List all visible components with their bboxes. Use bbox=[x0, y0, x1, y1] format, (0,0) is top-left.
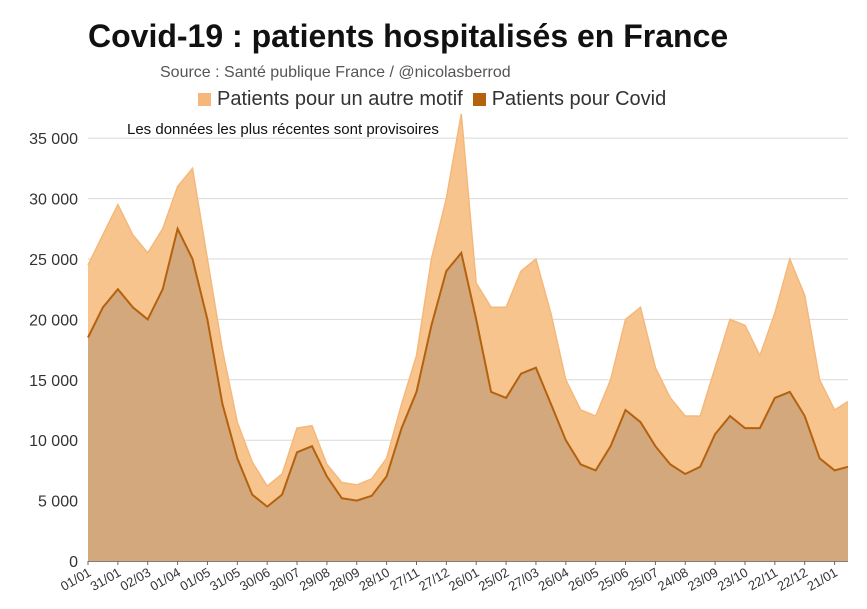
x-tick-label: 28/10 bbox=[356, 565, 392, 594]
y-tick-label: 30 000 bbox=[29, 192, 78, 209]
legend-label-autre-motif: Patients pour un autre motif bbox=[217, 88, 463, 110]
x-tick-label: 31/05 bbox=[207, 565, 243, 594]
legend-swatch-autre-motif bbox=[198, 93, 211, 106]
legend-label-covid: Patients pour Covid bbox=[491, 88, 667, 110]
y-tick-label: 25 000 bbox=[29, 252, 78, 269]
x-tick-label: 26/04 bbox=[536, 565, 572, 594]
x-tick-label: 28/09 bbox=[327, 565, 363, 594]
y-tick-label: 20 000 bbox=[29, 312, 78, 329]
legend-item-autre-motif[interactable]: Patients pour un autre motif bbox=[198, 88, 463, 111]
x-tick-label: 26/01 bbox=[446, 565, 482, 594]
line-autre-motif bbox=[87, 113, 849, 488]
x-tick-label: 27/12 bbox=[416, 565, 452, 594]
x-tick-label: 22/12 bbox=[775, 565, 811, 594]
legend-item-covid[interactable]: Patients pour Covid bbox=[472, 88, 667, 111]
x-tick-label: 24/08 bbox=[655, 565, 691, 594]
x-tick-label: 21/01 bbox=[804, 565, 840, 594]
y-tick-label: 5 000 bbox=[38, 494, 78, 511]
x-tick-label: 30/06 bbox=[237, 565, 273, 594]
chart-legend: Patients pour un autre motif Patients po… bbox=[198, 88, 666, 111]
x-tick-label: 23/09 bbox=[685, 565, 721, 594]
x-tick-label: 25/07 bbox=[625, 565, 661, 594]
x-tick-label: 30/07 bbox=[267, 565, 303, 594]
y-tick-label: 15 000 bbox=[29, 373, 78, 390]
legend-swatch-covid bbox=[472, 93, 486, 106]
x-tick-label: 02/03 bbox=[118, 565, 154, 594]
provisional-data-note: Les données les plus récentes sont provi… bbox=[127, 121, 439, 138]
x-axis-ticks: 01/0131/0102/0301/0401/0531/0530/0630/07… bbox=[58, 561, 840, 594]
x-tick-label: 25/02 bbox=[476, 565, 512, 594]
chart-title: Covid-19 : patients hospitalisés en Fran… bbox=[88, 18, 729, 54]
area-covid bbox=[88, 228, 848, 562]
y-tick-label: 0 bbox=[69, 554, 78, 571]
chart-source: Source : Santé publique France / @nicola… bbox=[160, 64, 511, 81]
x-tick-label: 26/05 bbox=[565, 565, 601, 594]
y-tick-label: 10 000 bbox=[29, 433, 78, 450]
x-tick-label: 27/11 bbox=[387, 565, 422, 594]
y-axis-ticks: 0 5 000 10 000 15 000 20 000 25 000 30 000 35 0… bbox=[29, 131, 78, 571]
chart-areas bbox=[87, 113, 849, 562]
x-tick-label: 31/01 bbox=[88, 565, 124, 594]
line-covid bbox=[87, 225, 849, 508]
y-tick-label: 35 000 bbox=[29, 131, 78, 148]
x-tick-label: 29/08 bbox=[297, 565, 333, 594]
x-tick-label: 22/11 bbox=[745, 565, 780, 594]
x-tick-label: 23/10 bbox=[715, 565, 751, 594]
x-tick-label: 27/03 bbox=[506, 565, 542, 594]
x-tick-label: 01/04 bbox=[147, 565, 183, 594]
x-tick-label: 25/06 bbox=[595, 565, 631, 594]
x-tick-label: 01/05 bbox=[177, 565, 213, 594]
